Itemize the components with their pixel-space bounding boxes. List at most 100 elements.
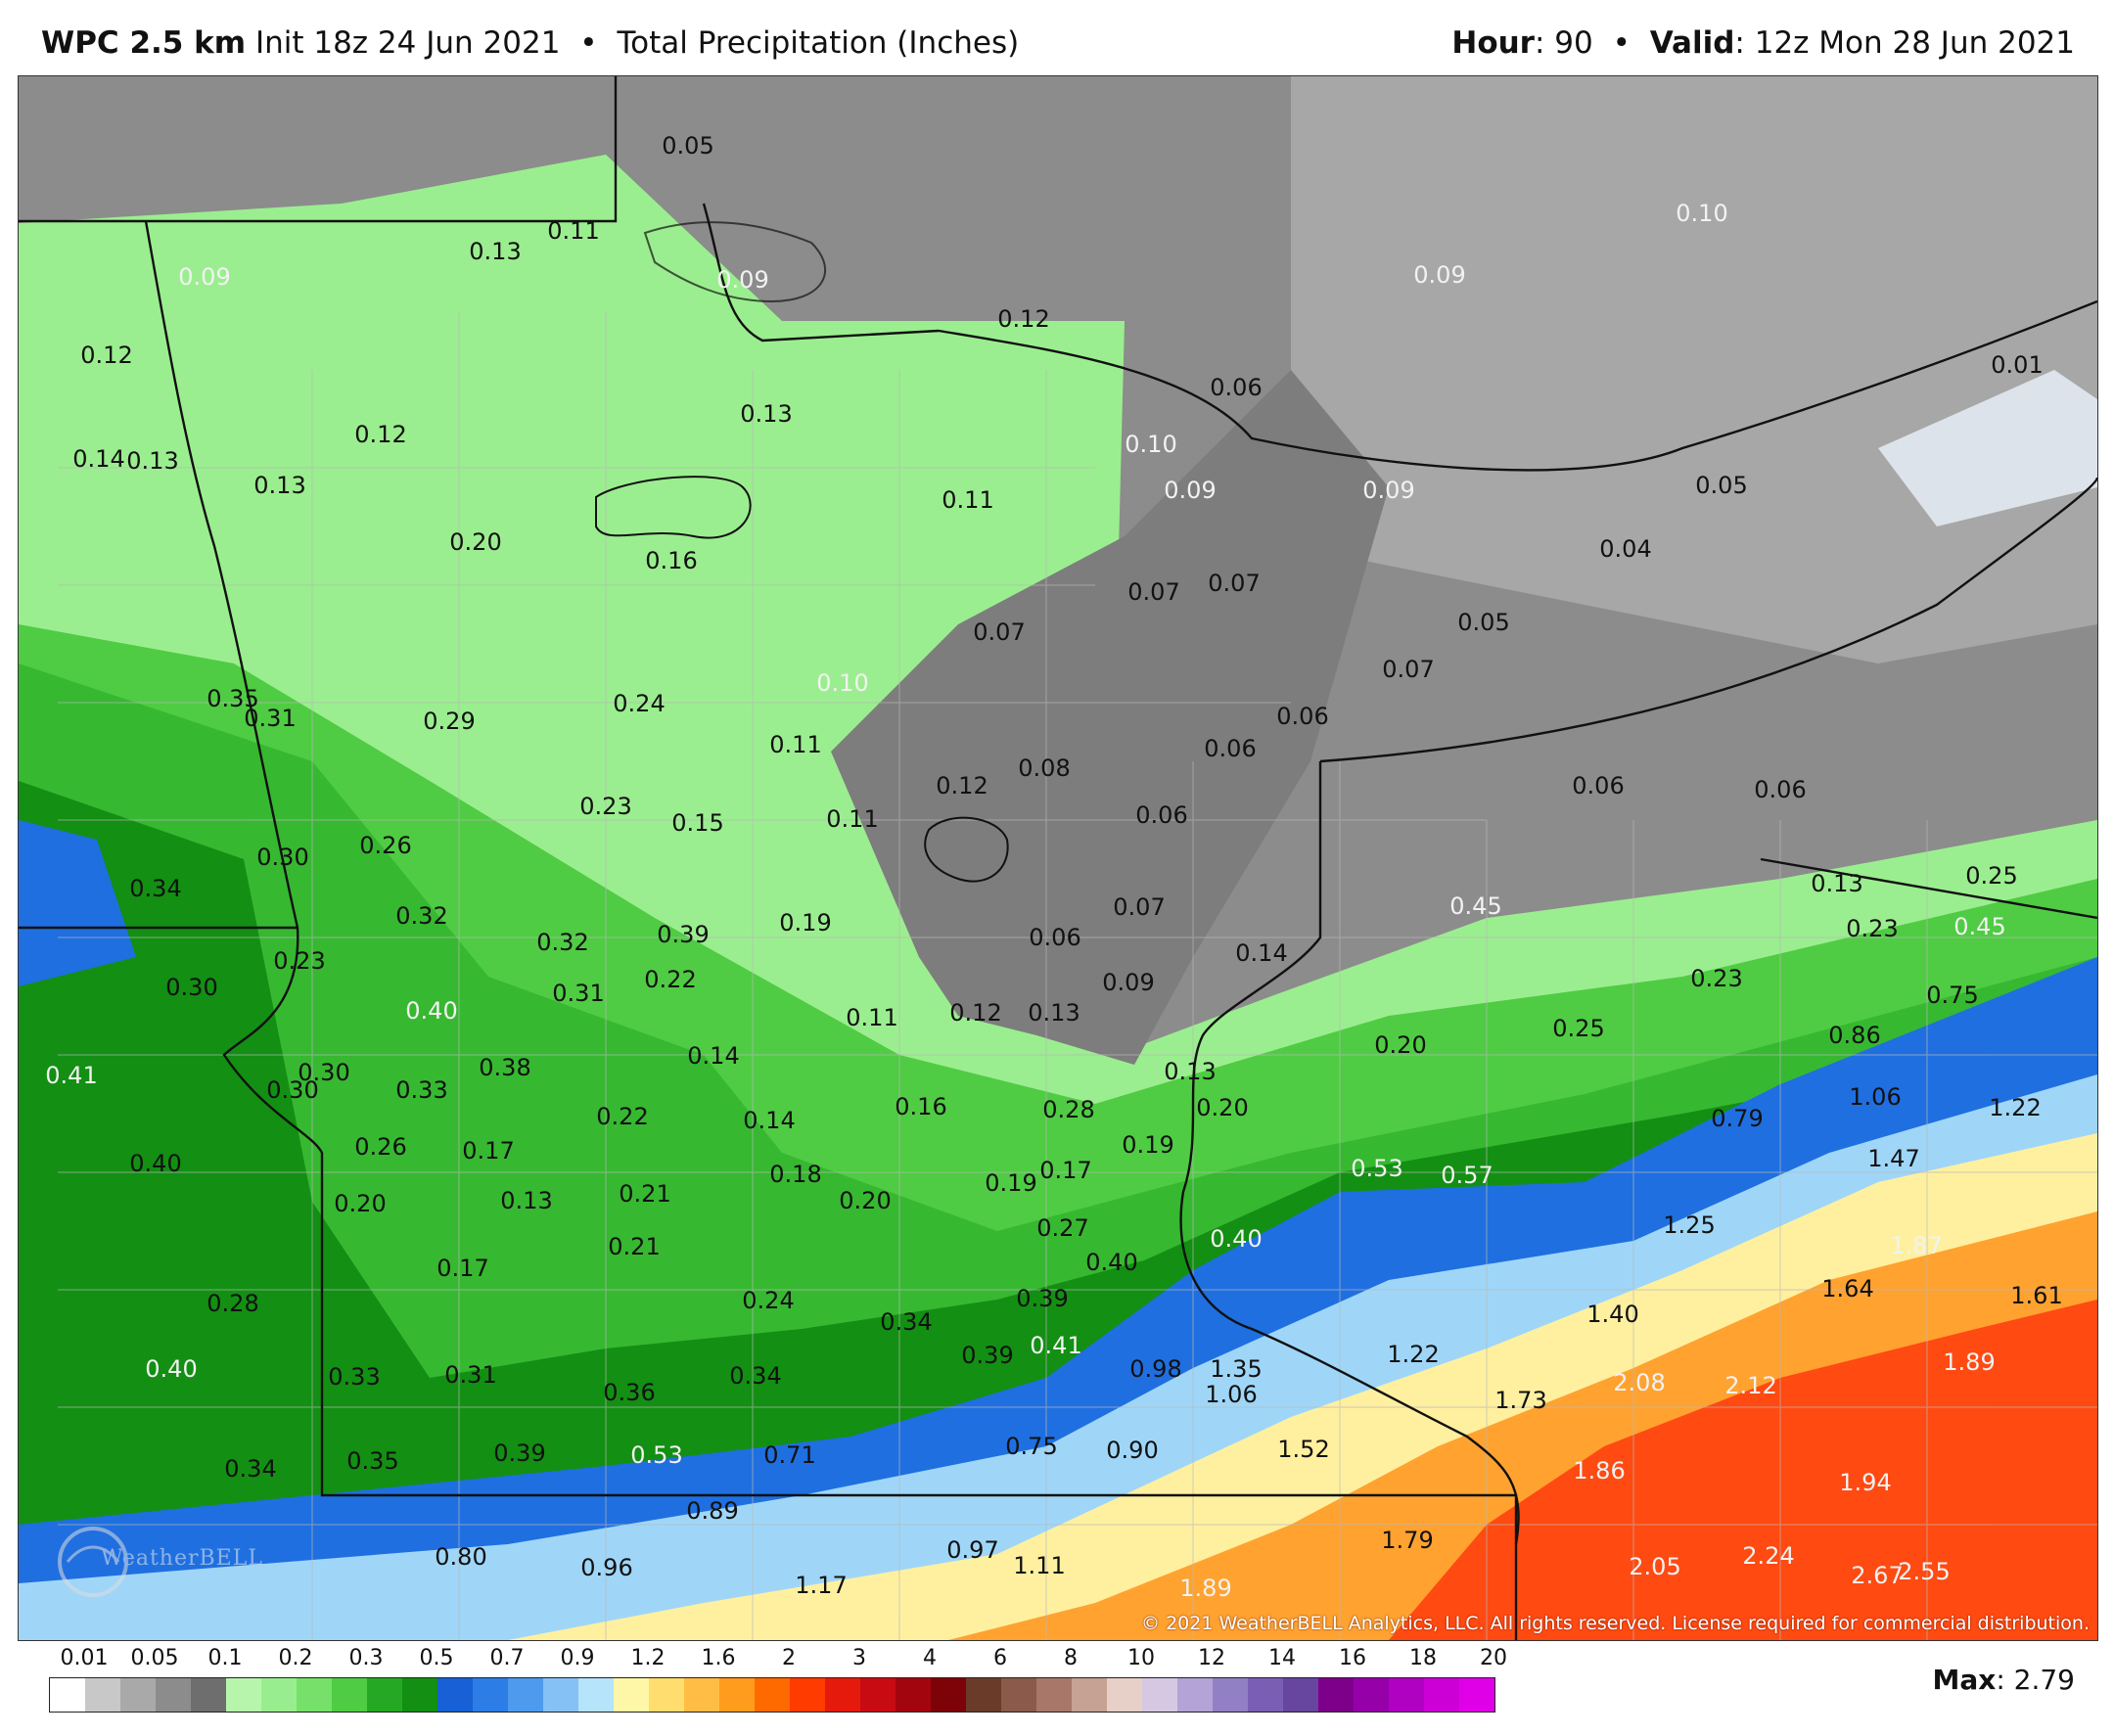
precip-value-label: 0.39 <box>961 1342 1014 1369</box>
legend-swatch <box>367 1678 402 1712</box>
precip-value-label: 0.11 <box>846 1004 898 1031</box>
legend-swatch <box>1001 1678 1036 1712</box>
legend-tick-label: 6 <box>993 1646 1007 1670</box>
legend-tick-label: 16 <box>1339 1646 1366 1670</box>
legend-swatch <box>860 1678 896 1712</box>
legend-swatch <box>437 1678 473 1712</box>
hour-label: Hour <box>1451 25 1535 61</box>
precip-value-label: 0.57 <box>1441 1162 1494 1189</box>
precip-value-label: 0.39 <box>657 921 710 948</box>
precip-value-label: 0.23 <box>1846 915 1899 942</box>
map-header: WPC 2.5 km Init 18z 24 Jun 2021 • Total … <box>0 0 2114 74</box>
precip-value-label: 0.34 <box>729 1362 782 1390</box>
precip-value-label: 0.30 <box>298 1059 350 1086</box>
precip-value-label: 0.14 <box>687 1042 740 1070</box>
max-value: : 2.79 <box>1996 1664 2075 1696</box>
precip-value-label: 0.33 <box>395 1076 448 1104</box>
precip-value-label: 1.11 <box>1013 1552 1066 1579</box>
legend-swatch <box>261 1678 297 1712</box>
precip-value-label: 0.15 <box>671 809 724 837</box>
precip-value-label: 0.12 <box>936 772 988 799</box>
precip-value-label: 0.05 <box>1457 609 1510 636</box>
mi-wi-border <box>1760 857 2097 920</box>
legend-tick-label: 20 <box>1480 1646 1507 1670</box>
precip-value-label: 0.33 <box>328 1363 381 1391</box>
legend-swatch <box>1283 1678 1318 1712</box>
legend-tick-label: 8 <box>1064 1646 1078 1670</box>
precip-value-label: 0.06 <box>1754 776 1807 803</box>
legend-swatch <box>1459 1678 1494 1712</box>
precip-value-label: 0.04 <box>1599 535 1652 563</box>
precip-value-label: 0.13 <box>1164 1058 1217 1085</box>
max-value-box: Max: 2.79 <box>1932 1664 2075 1696</box>
precip-value-label: 0.40 <box>1085 1249 1138 1276</box>
legend-swatch <box>226 1678 261 1712</box>
precip-value-label: 0.89 <box>686 1497 739 1525</box>
legend-swatch <box>790 1678 825 1712</box>
legend-swatch <box>1036 1678 1072 1712</box>
precip-value-label: 0.16 <box>645 547 698 574</box>
precip-value-label: 0.11 <box>826 805 879 833</box>
precip-value-label: 0.26 <box>354 1133 407 1161</box>
precip-value-label: 1.47 <box>1867 1145 1920 1172</box>
legend-tick-label: 18 <box>1409 1646 1437 1670</box>
legend-swatch <box>1072 1678 1107 1712</box>
precip-value-label: 0.25 <box>1965 862 2018 890</box>
precip-value-label: 0.09 <box>716 266 769 294</box>
precip-value-label: 0.11 <box>942 486 994 514</box>
precip-value-label: 0.35 <box>346 1447 399 1475</box>
legend-tick-label: 2 <box>782 1646 796 1670</box>
precip-value-label: 0.14 <box>743 1107 796 1134</box>
precip-value-label: 0.06 <box>1572 772 1625 799</box>
precip-value-label: 0.06 <box>1276 703 1329 730</box>
precip-value-label: 0.07 <box>973 618 1026 646</box>
legend-tick-label: 0.05 <box>130 1646 179 1670</box>
precip-value-label: 0.12 <box>354 421 407 448</box>
legend-swatch <box>1389 1678 1424 1712</box>
precip-value-label: 0.32 <box>395 902 448 930</box>
precip-value-label: 0.19 <box>985 1169 1037 1197</box>
precip-value-label: 0.11 <box>769 731 822 758</box>
precip-value-label: 0.05 <box>662 132 714 160</box>
precip-value-label: 0.16 <box>895 1093 947 1120</box>
precip-value-label: 0.39 <box>493 1439 546 1467</box>
precip-value-label: 0.21 <box>619 1180 671 1208</box>
legend-swatch <box>1107 1678 1142 1712</box>
color-scale-bar <box>49 1677 1495 1713</box>
legend-swatch <box>191 1678 226 1712</box>
precip-value-label: 0.09 <box>1362 477 1415 504</box>
precip-value-label: 0.09 <box>1102 969 1155 996</box>
precip-value-label: 0.20 <box>449 528 502 556</box>
precip-value-label: 0.98 <box>1129 1355 1182 1383</box>
legend-tick-label: 0.01 <box>60 1646 109 1670</box>
precip-value-label: 0.06 <box>1135 801 1188 829</box>
precip-value-label: 0.17 <box>462 1137 515 1165</box>
legend-swatch <box>1424 1678 1459 1712</box>
precip-value-label: 0.28 <box>207 1290 259 1317</box>
product-name: Total Precipitation (Inches) <box>617 25 1020 61</box>
weatherbell-logo: WeatherBELL <box>54 1523 262 1601</box>
precip-value-label: 0.13 <box>469 238 522 265</box>
legend-swatch <box>825 1678 860 1712</box>
legend-swatch <box>614 1678 649 1712</box>
legend-tick-label: 0.5 <box>419 1646 454 1670</box>
legend-swatch <box>1318 1678 1354 1712</box>
precip-value-label: 0.13 <box>1028 999 1080 1027</box>
lake-superior-north-shore <box>702 203 2097 472</box>
legend-tick-label: 14 <box>1268 1646 1296 1670</box>
precip-value-label: 0.31 <box>552 980 605 1007</box>
precip-value-label: 0.30 <box>256 844 309 871</box>
precip-value-label: 1.89 <box>1179 1575 1232 1602</box>
precip-value-label: 0.13 <box>1811 870 1863 897</box>
max-label: Max <box>1932 1664 1997 1696</box>
bullet-separator-2: • <box>1612 25 1631 61</box>
precip-value-label: 1.22 <box>1387 1341 1440 1368</box>
legend-ticks: 0.01 0.05 0.1 0.2 0.3 0.5 0.7 0.9 1.2 1.6 2 3 4 6 8 10 1… <box>49 1646 1517 1675</box>
precip-value-label: 0.07 <box>1382 656 1435 683</box>
precipitation-map[interactable]: 0.05 0.11 0.13 0.09 0.09 0.12 0.10 0.09 0.12 0.06… <box>18 75 2098 1641</box>
precip-value-label: 0.19 <box>1122 1131 1174 1159</box>
precip-value-label: 0.06 <box>1210 374 1263 401</box>
bullet-separator: • <box>579 25 598 61</box>
precip-value-label: 1.52 <box>1277 1436 1330 1463</box>
precip-value-label: 0.08 <box>1018 754 1071 782</box>
